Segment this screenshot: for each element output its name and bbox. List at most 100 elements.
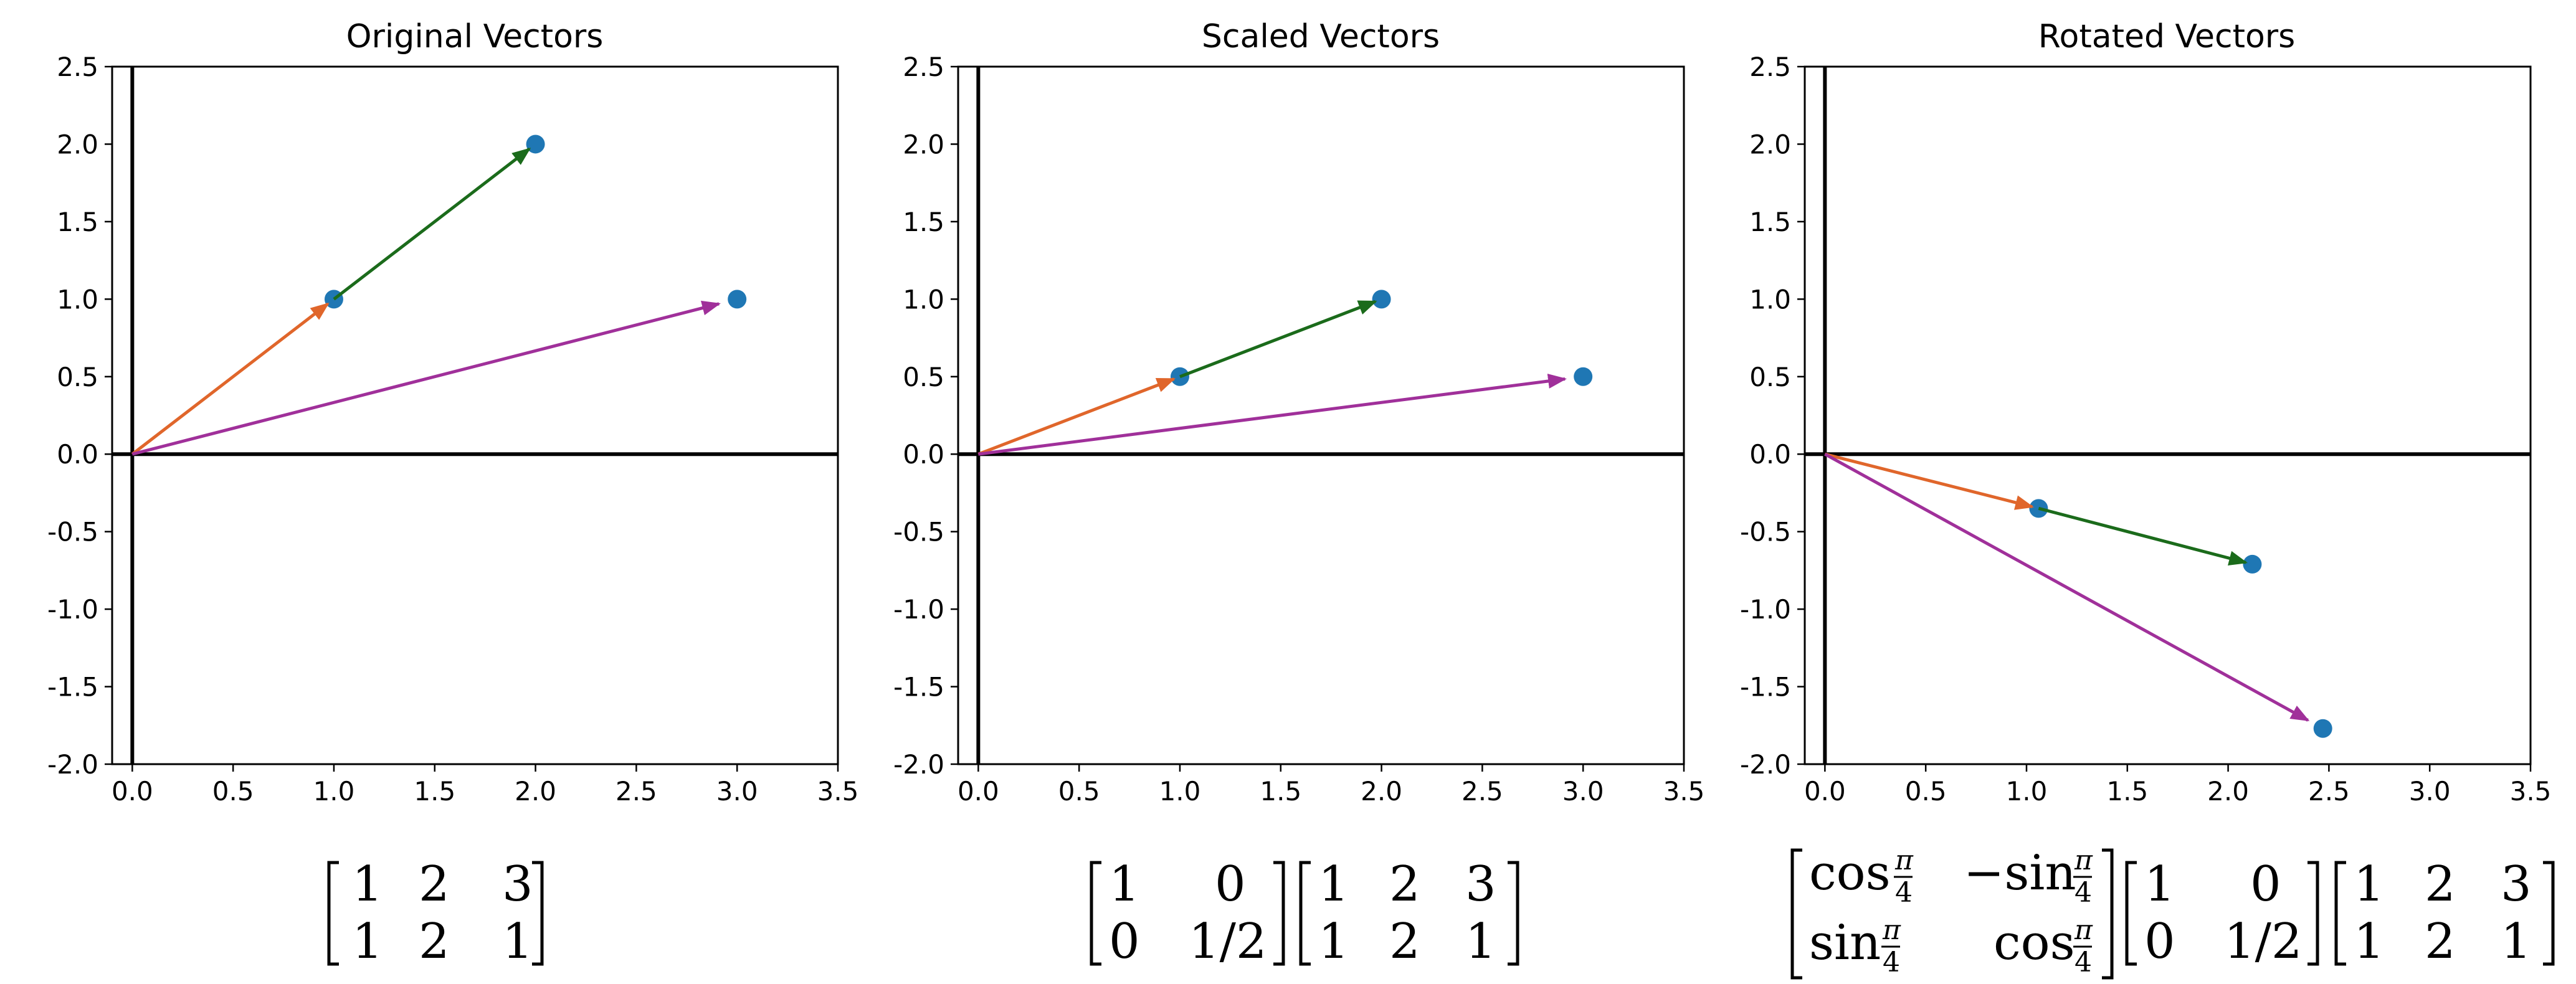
matrix-cell: 1 xyxy=(1318,914,1349,970)
y-tick-label: 2.0 xyxy=(1749,129,1791,159)
x-tick-label: 3.0 xyxy=(2409,776,2451,807)
matrix-cell-cos: cos xyxy=(1994,915,2075,971)
plot-area-scaled: 0.0 0.5 1.0 1.5 2.0 2.5 3.0 3.5 2.5 2.0 1.5 1.0 0.5 0… xyxy=(893,52,1704,807)
matrix-cell: 1/2 xyxy=(2224,914,2303,970)
x-tick-label: 2.5 xyxy=(2308,776,2350,807)
vector-arrow xyxy=(131,300,721,456)
y-tick-label: 2.0 xyxy=(903,129,944,159)
y-tick-label: -1.5 xyxy=(893,672,944,703)
matrix-cell-cos: cos xyxy=(1809,845,1891,901)
panel-rotated: Rotated Vectors 0.0 0.5 1.0 1.5 2.0 2.5 3.0 3.5… xyxy=(1740,18,2555,980)
vector-arrow xyxy=(1179,300,1377,379)
y-tick-label: 0.0 xyxy=(57,439,98,470)
plot-area-rotated: 0.0 0.5 1.0 1.5 2.0 2.5 3.0 3.5 2.5 2.0 1.5 1.0 0.5 0… xyxy=(1740,52,2551,807)
matrix-cell: 1 xyxy=(2501,914,2532,970)
y-tick-label: -2.0 xyxy=(893,749,944,780)
svg-text:4: 4 xyxy=(2075,877,2092,909)
y-tick-label: 2.5 xyxy=(903,52,944,82)
matrix-cell: 1 xyxy=(1109,856,1140,912)
vector-arrow xyxy=(978,374,1567,456)
y-tick-label: 1.5 xyxy=(57,207,98,237)
matrix-cell: 1 xyxy=(2354,856,2385,912)
svg-text:π: π xyxy=(1894,844,1914,876)
matrix-cell: 2 xyxy=(2425,856,2456,912)
y-tick-label: -1.5 xyxy=(1740,672,1791,703)
axes-frame xyxy=(1804,65,2532,765)
matrix-cell: 2 xyxy=(2425,914,2456,970)
matrix-cell-neg-sin: −sin xyxy=(1964,845,2076,901)
y-tick-label: -1.0 xyxy=(47,594,98,625)
x-tick-label: 1.0 xyxy=(2006,776,2048,807)
matrix-cell: 1/2 xyxy=(1189,914,1267,970)
data-point xyxy=(728,290,747,309)
vector-arrow xyxy=(131,302,330,456)
matrix-cell: 0 xyxy=(2250,856,2281,912)
x-tick-label: 3.0 xyxy=(1562,776,1604,807)
y-tick-label: 2.5 xyxy=(1749,52,1791,82)
x-tick-label: 2.0 xyxy=(515,776,556,807)
x-tick-label: 1.5 xyxy=(414,776,455,807)
matrix-cell: 0 xyxy=(1109,914,1140,970)
data-point xyxy=(2313,719,2332,738)
vector-arrow xyxy=(977,377,1176,456)
y-tick-label: -2.0 xyxy=(47,749,98,780)
x-tick-label: 0.0 xyxy=(112,776,153,807)
matrix-caption-original: 1 2 3 1 2 1 xyxy=(327,856,544,970)
matrix-cell: 1 xyxy=(2354,914,2385,970)
y-tick-label: 1.0 xyxy=(903,284,944,315)
matrix-cell: 2 xyxy=(419,914,450,970)
x-tick-label: 2.5 xyxy=(615,776,657,807)
panel-scaled: Scaled Vectors 0.0 0.5 1.0 1.5 2.0 2.5 3.0 3.5 2… xyxy=(893,18,1704,970)
x-tick-label: 2.0 xyxy=(2207,776,2249,807)
matrix-cell: 1 xyxy=(352,914,383,970)
panel-title-rotated: Rotated Vectors xyxy=(2038,18,2296,55)
y-tick-label: 0.0 xyxy=(903,439,944,470)
matrix-cell: 1 xyxy=(352,856,383,912)
matrix-cell: 3 xyxy=(502,856,533,912)
svg-text:4: 4 xyxy=(1895,877,1913,909)
vector-arrow xyxy=(333,147,531,301)
y-tick-label: 2.0 xyxy=(57,129,98,159)
y-tick-label: 1.5 xyxy=(1749,207,1791,237)
panel-title-original: Original Vectors xyxy=(346,18,604,55)
x-tick-label: 3.5 xyxy=(2510,776,2552,807)
svg-text:π: π xyxy=(1882,914,1901,946)
y-tick-label: 0.5 xyxy=(57,362,98,392)
x-tick-label: 3.5 xyxy=(817,776,859,807)
matrix-cell: 2 xyxy=(1389,856,1420,912)
vector-arrow xyxy=(1824,452,2035,510)
axes-frame xyxy=(957,65,1685,765)
matrix-cell: 1 xyxy=(1465,914,1496,970)
pi-over-4-fraction: π 4 xyxy=(2073,914,2093,978)
matrix-caption-scaled: 1 0 0 1/2 1 2 3 1 2 1 xyxy=(1090,856,1519,970)
matrix-cell-sin: sin xyxy=(1809,915,1881,971)
x-tick-label: 0.5 xyxy=(1058,776,1100,807)
matrix-cell: 1 xyxy=(1318,856,1349,912)
x-tick-label: 3.0 xyxy=(716,776,758,807)
y-tick-label: 1.0 xyxy=(57,284,98,315)
panel-title-scaled: Scaled Vectors xyxy=(1202,18,1440,55)
y-tick-label: 0.5 xyxy=(903,362,944,392)
y-tick-label: -2.0 xyxy=(1740,749,1791,780)
x-tick-label: 0.5 xyxy=(1905,776,1947,807)
matrix-cell: 3 xyxy=(1465,856,1496,912)
x-tick-label: 0.0 xyxy=(1804,776,1846,807)
svg-text:4: 4 xyxy=(2075,947,2092,978)
x-tick-label: 0.0 xyxy=(958,776,999,807)
matrix-cell: 2 xyxy=(1389,914,1420,970)
axes-frame xyxy=(111,65,839,765)
svg-text:4: 4 xyxy=(1883,947,1900,978)
vector-arrow xyxy=(1824,453,2310,722)
svg-text:π: π xyxy=(2074,844,2093,876)
x-tick-label: 1.0 xyxy=(313,776,355,807)
y-tick-label: 0.0 xyxy=(1749,439,1791,470)
y-tick-label: 2.5 xyxy=(57,52,98,82)
pi-over-4-fraction: π 4 xyxy=(1894,844,1914,909)
data-point xyxy=(2243,554,2262,574)
data-point xyxy=(1372,290,1391,309)
pi-over-4-fraction: π 4 xyxy=(1881,914,1901,978)
matrix-caption-rotated: cos π 4 −sin π 4 sin π 4 cos π 4 xyxy=(1790,844,2555,980)
y-tick-label: -1.0 xyxy=(893,594,944,625)
plot-area-original: 0.0 0.5 1.0 1.5 2.0 2.5 3.0 3.5 2.5 2.0 1.5 1.0 0.5 0… xyxy=(47,52,858,807)
